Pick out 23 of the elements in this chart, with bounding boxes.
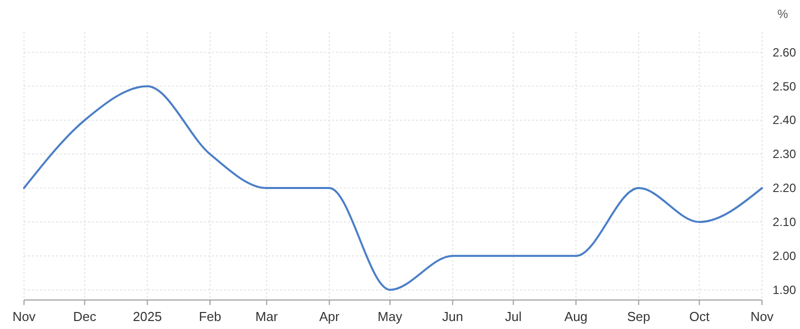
x-tick-label: Jul [504, 309, 522, 324]
x-tick-label: Aug [564, 309, 588, 324]
x-tick-label: Nov [750, 309, 774, 324]
x-tick-label: Mar [255, 309, 278, 324]
x-tick-label: May [378, 309, 403, 324]
x-tick-label: Jun [442, 309, 464, 324]
y-tick-label: 2.40 [772, 113, 796, 128]
y-tick-label: 2.50 [772, 79, 796, 94]
x-tick-label: Sep [627, 309, 650, 324]
y-tick-label: 2.00 [772, 248, 796, 263]
y-axis-title: % [777, 7, 788, 21]
x-tick-label: Nov [12, 309, 36, 324]
x-tick-label: Dec [73, 309, 97, 324]
y-tick-label: 2.30 [772, 147, 796, 162]
y-tick-label: 2.10 [772, 214, 796, 229]
y-tick-label: 2.20 [772, 181, 796, 196]
x-tick-label: 2025 [132, 309, 162, 324]
y-tick-label: 1.90 [772, 282, 796, 297]
line-series [23, 85, 763, 291]
x-tick-label: Oct [689, 309, 710, 324]
x-tick-label: Feb [198, 309, 222, 324]
x-tick-label: Apr [319, 309, 340, 324]
y-tick-label: 2.60 [772, 45, 796, 60]
